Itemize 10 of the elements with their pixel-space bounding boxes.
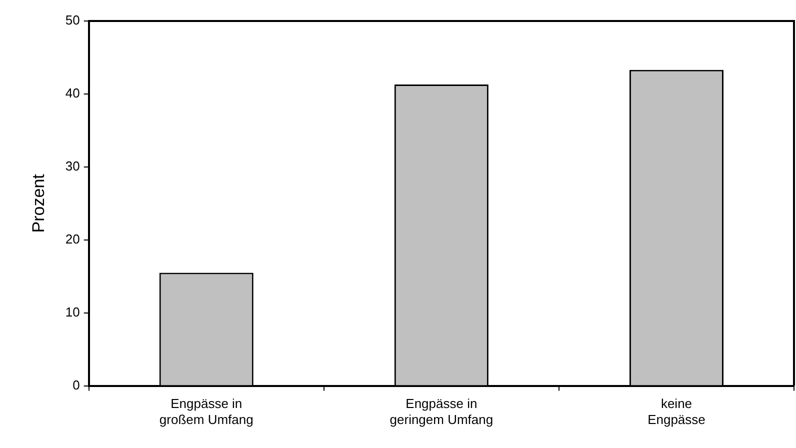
- y-tick-label: 30: [65, 158, 80, 174]
- y-tick-label: 20: [65, 231, 80, 246]
- y-tick-label: 50: [65, 12, 80, 28]
- x-tick-label: Engpässe in geringem Umfang: [390, 396, 494, 427]
- y-tick-label: 10: [65, 304, 80, 320]
- x-tick-label: keine Engpässe: [648, 396, 706, 427]
- y-axis-title: Prozent: [28, 174, 48, 233]
- y-tick-label: 40: [65, 86, 80, 101]
- y-tick-label: 0: [72, 377, 80, 392]
- x-tick-label: Engpässe in großem Umfang: [159, 396, 254, 427]
